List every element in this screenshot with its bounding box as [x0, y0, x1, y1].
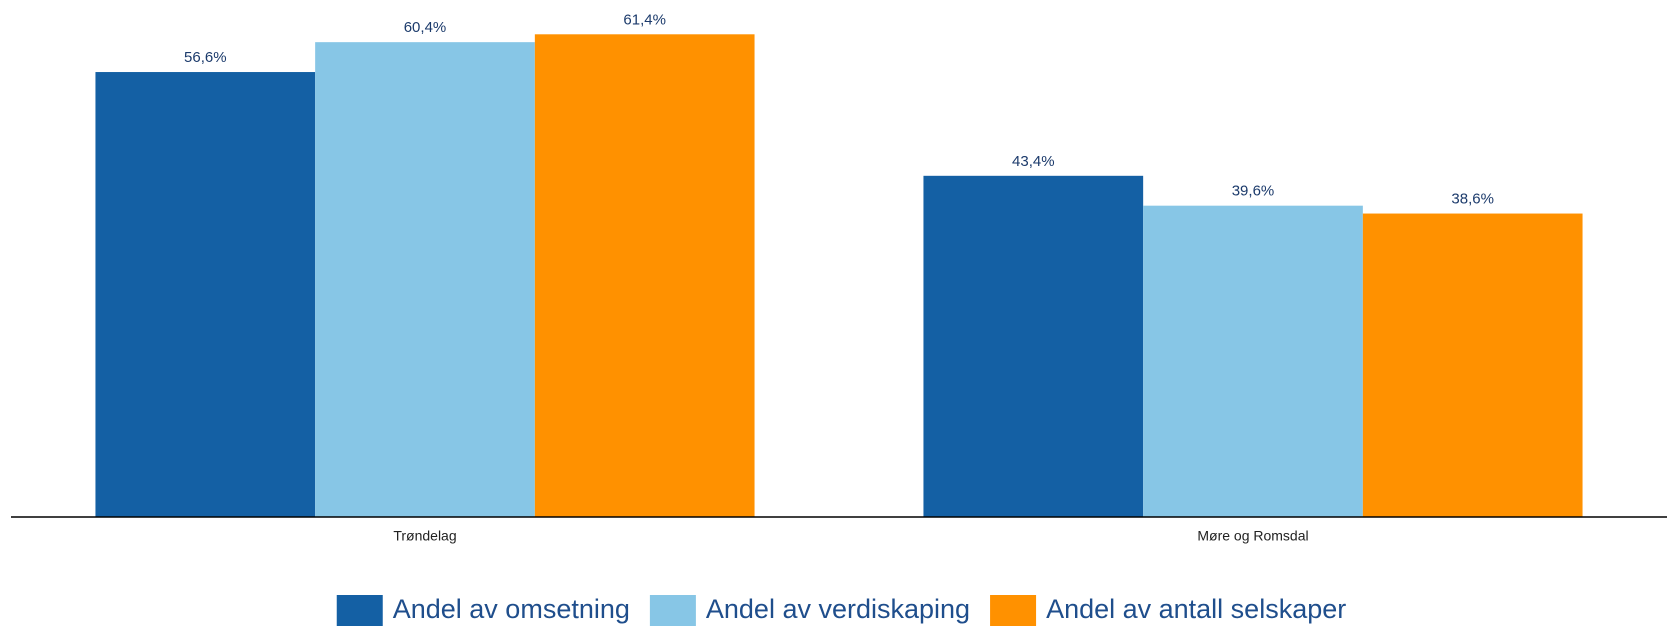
value-label: 43,4% [1012, 153, 1055, 170]
legend-label: Andel av verdiskaping [706, 594, 970, 624]
bar [534, 34, 755, 517]
value-label: 39,6% [1232, 183, 1275, 200]
legend-swatch [649, 595, 696, 626]
value-label: 56,6% [184, 49, 227, 66]
legend-swatch [336, 595, 383, 626]
bar [315, 42, 535, 517]
bar [1362, 213, 1583, 517]
bar [95, 72, 316, 517]
x-tick-label: Trøndelag [393, 528, 456, 544]
value-label: 61,4% [623, 11, 666, 28]
legend-swatch [990, 595, 1037, 626]
bar [923, 175, 1144, 517]
value-label: 38,6% [1451, 191, 1494, 208]
legend-label: Andel av omsetning [393, 594, 630, 624]
x-tick-label: Møre og Romsdal [1197, 528, 1308, 544]
legend-label: Andel av antall selskaper [1046, 594, 1346, 624]
bar [1143, 205, 1363, 517]
value-label: 60,4% [404, 19, 447, 36]
